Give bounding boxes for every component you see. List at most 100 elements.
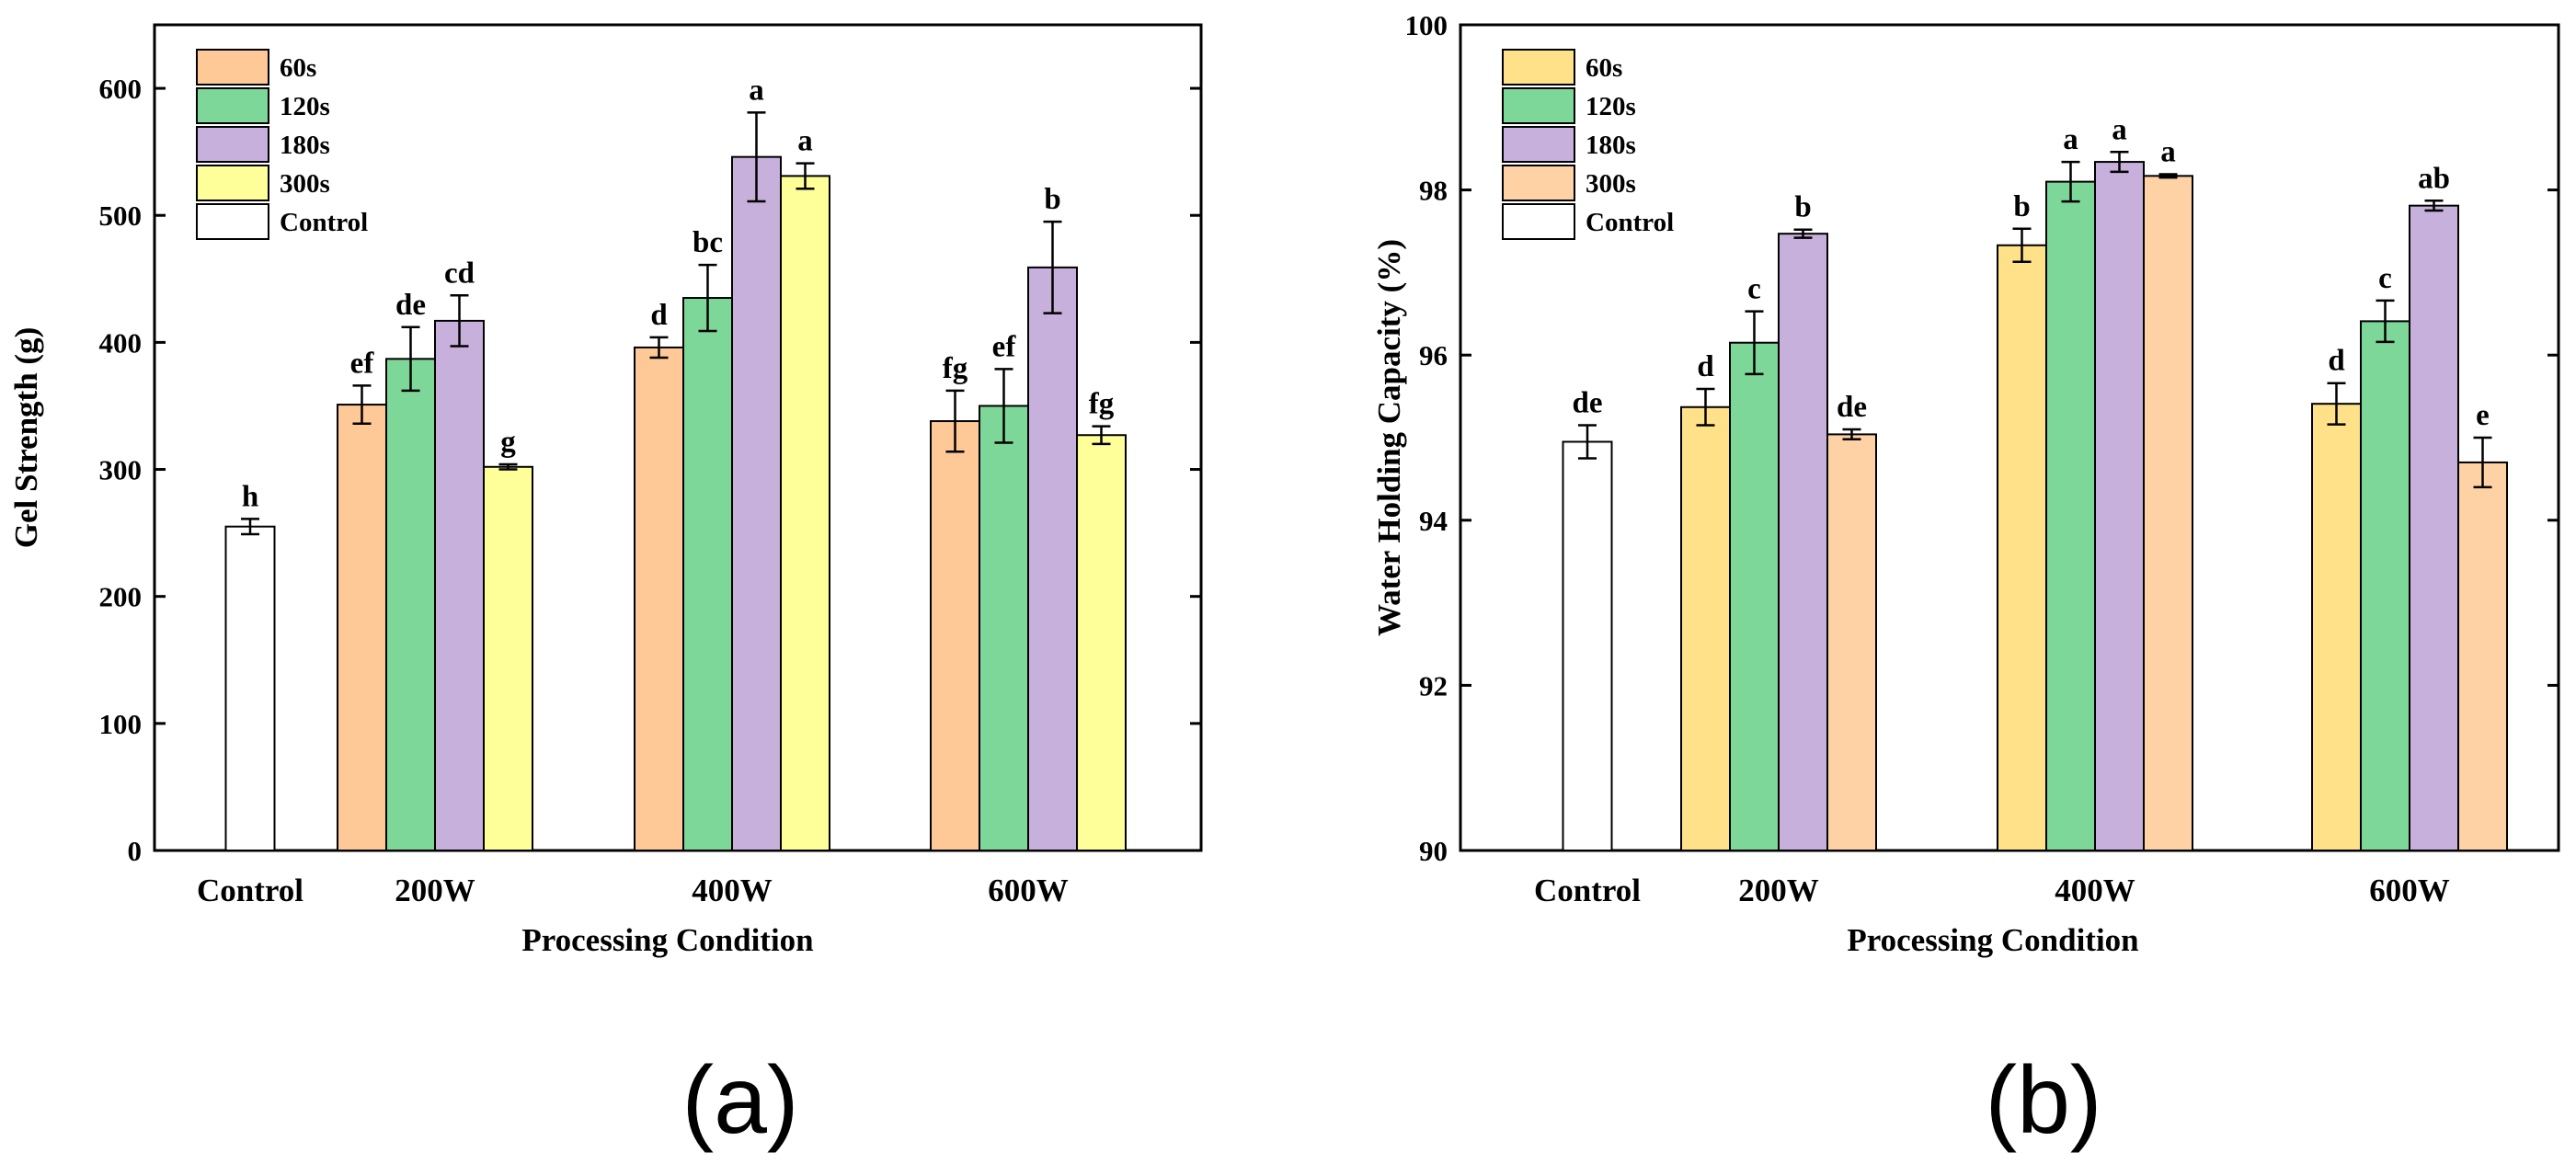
bar xyxy=(1729,341,1780,852)
y-tick-label: 400 xyxy=(99,326,143,359)
significance-label: fg xyxy=(1089,388,1115,421)
bar xyxy=(1997,244,2047,851)
significance-label: c xyxy=(2378,262,2392,295)
significance-label: fg xyxy=(943,352,968,385)
bar xyxy=(979,405,1029,851)
x-axis-title: Processing Condition xyxy=(521,922,813,958)
bar xyxy=(2360,320,2410,851)
y-axis-title: Gel Strength (g) xyxy=(8,327,44,548)
legend-swatch xyxy=(196,49,269,86)
bar xyxy=(483,465,533,851)
legend-swatch xyxy=(1502,126,1575,163)
y-tick-label: 98 xyxy=(1419,175,1448,207)
x-category-label: Control xyxy=(197,873,303,908)
panel-label-b: (b) xyxy=(1985,1047,2101,1154)
legend-label: Control xyxy=(1586,208,1674,237)
bar xyxy=(1562,440,1613,851)
significance-label: de xyxy=(395,289,426,322)
significance-label: g xyxy=(500,426,516,459)
legend-swatch xyxy=(1502,203,1575,240)
significance-label: cd xyxy=(444,257,475,290)
legend-label: 60s xyxy=(1586,53,1622,83)
y-tick-label: 92 xyxy=(1419,669,1448,702)
bar xyxy=(930,420,980,851)
x-category-label: 400W xyxy=(692,873,773,908)
x-category-label: 600W xyxy=(2369,873,2450,908)
legend-label: 60s xyxy=(280,53,316,83)
y-tick-label: 94 xyxy=(1419,505,1448,537)
legend-swatch xyxy=(1502,49,1575,86)
x-category-label: 600W xyxy=(988,873,1069,908)
legend-label: 180s xyxy=(1586,131,1636,160)
significance-label: b xyxy=(2013,190,2030,223)
bar xyxy=(2094,161,2145,851)
significance-label: a xyxy=(2063,123,2078,156)
y-tick-label: 300 xyxy=(99,454,143,486)
significance-label: d xyxy=(2328,345,2344,378)
y-tick-label: 100 xyxy=(99,708,143,740)
significance-label: ef xyxy=(992,330,1017,363)
bar xyxy=(1778,233,1828,852)
bar xyxy=(780,175,830,851)
bar xyxy=(434,319,485,852)
significance-label: de xyxy=(1573,387,1603,420)
x-category-label: 400W xyxy=(2055,873,2135,908)
y-axis-title: Water Holding Capacity (%) xyxy=(1371,239,1407,636)
panel-label-a: (a) xyxy=(681,1047,798,1154)
y-tick-label: 0 xyxy=(128,835,143,867)
x-category-label: 200W xyxy=(395,873,475,908)
legend-label: 300s xyxy=(1586,169,1636,199)
bar xyxy=(634,346,684,851)
legend-label: 120s xyxy=(280,92,330,121)
x-category-label: Control xyxy=(1534,873,1641,908)
significance-label: b xyxy=(1044,183,1060,216)
legend-label: 300s xyxy=(280,169,330,199)
bar xyxy=(224,525,276,851)
bar xyxy=(385,358,436,851)
legend-swatch xyxy=(1502,87,1575,124)
significance-label: h xyxy=(242,480,258,513)
significance-label: b xyxy=(1794,191,1811,224)
legend-label: 180s xyxy=(280,131,330,160)
y-tick-label: 90 xyxy=(1419,835,1448,867)
significance-label: c xyxy=(1747,273,1761,306)
legend-swatch xyxy=(196,126,269,163)
y-tick-label: 96 xyxy=(1419,339,1448,371)
y-tick-label: 600 xyxy=(99,73,143,105)
significance-label: a xyxy=(749,74,764,107)
y-tick-label: 200 xyxy=(99,581,143,613)
significance-label: a xyxy=(2112,113,2127,146)
significance-label: de xyxy=(1837,391,1867,424)
y-tick-label: 100 xyxy=(1405,9,1448,41)
significance-label: ab xyxy=(2418,162,2450,195)
chart-a-gel-strength: 0100200300400500600hControlefdecdg200Wdb… xyxy=(8,23,1203,958)
significance-label: e xyxy=(2476,399,2490,432)
x-axis-title: Processing Condition xyxy=(1847,922,2138,958)
bar xyxy=(731,155,782,851)
bar xyxy=(2311,403,2362,851)
bar xyxy=(337,404,387,851)
bar xyxy=(1076,434,1127,851)
legend-swatch xyxy=(196,165,269,201)
bar xyxy=(1027,266,1078,851)
significance-label: d xyxy=(650,299,667,332)
legend-swatch xyxy=(196,203,269,240)
significance-label: a xyxy=(2160,136,2176,169)
significance-label: a xyxy=(797,125,813,158)
legend-label: 120s xyxy=(1586,92,1636,121)
bar xyxy=(2457,461,2508,851)
x-category-label: 200W xyxy=(1738,873,1819,908)
bar xyxy=(1680,405,1731,851)
legend-swatch xyxy=(196,87,269,124)
significance-label: bc xyxy=(693,226,723,259)
y-tick-label: 500 xyxy=(99,200,143,232)
bar xyxy=(2045,180,2096,851)
significance-label: d xyxy=(1697,350,1713,383)
bar xyxy=(682,297,733,851)
significance-label: ef xyxy=(350,347,375,380)
bar xyxy=(2143,175,2193,852)
bar xyxy=(1826,433,1877,851)
bar xyxy=(2409,204,2459,852)
legend-swatch xyxy=(1502,165,1575,201)
